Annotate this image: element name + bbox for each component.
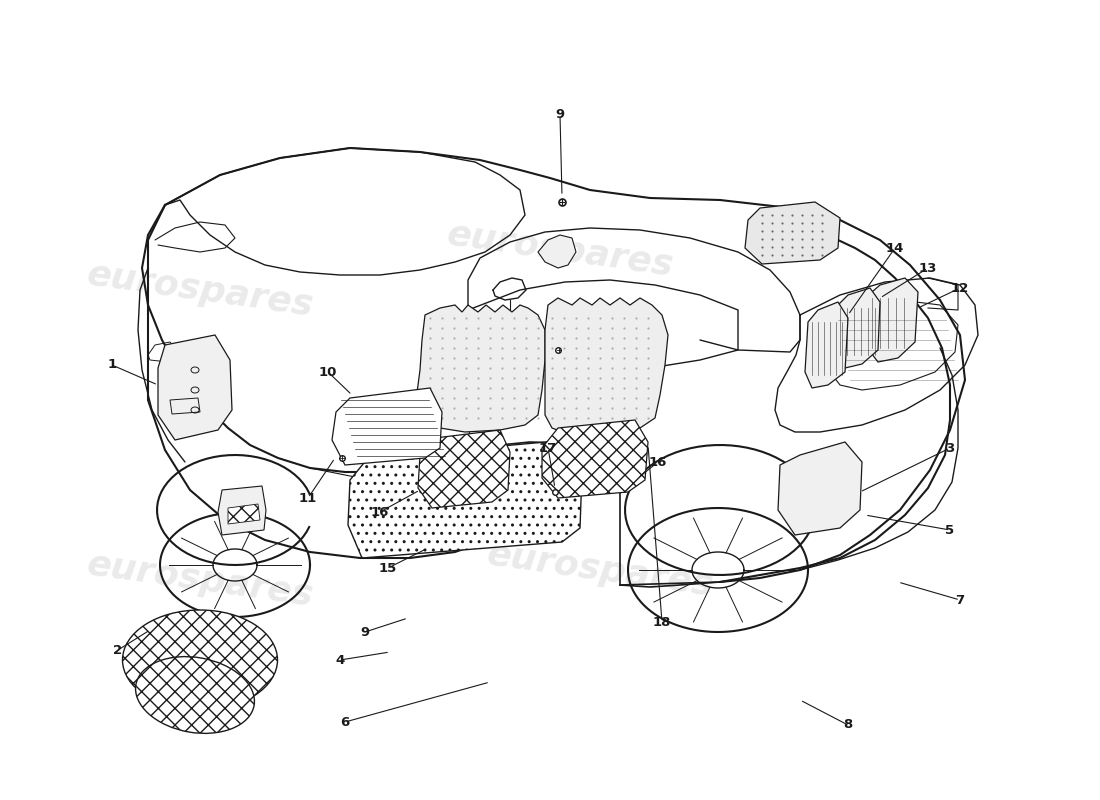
- Ellipse shape: [135, 657, 254, 734]
- Polygon shape: [218, 486, 266, 535]
- Text: 15: 15: [378, 562, 397, 574]
- Text: 12: 12: [950, 282, 969, 294]
- Polygon shape: [415, 305, 544, 432]
- Text: eurospares: eurospares: [85, 258, 316, 322]
- Text: 10: 10: [319, 366, 338, 378]
- Polygon shape: [228, 504, 260, 524]
- Text: 1: 1: [108, 358, 117, 371]
- Text: eurospares: eurospares: [85, 547, 316, 613]
- Text: 5: 5: [945, 523, 955, 537]
- Polygon shape: [778, 442, 862, 535]
- Polygon shape: [835, 288, 880, 368]
- Text: 9: 9: [556, 109, 564, 122]
- Text: 17: 17: [539, 442, 557, 454]
- Polygon shape: [418, 430, 510, 508]
- Text: 6: 6: [340, 715, 350, 729]
- Text: 9: 9: [361, 626, 370, 638]
- Text: 16: 16: [649, 455, 668, 469]
- Text: 13: 13: [918, 262, 937, 274]
- Text: eurospares: eurospares: [444, 218, 675, 282]
- Text: 16: 16: [371, 506, 389, 518]
- Text: 8: 8: [844, 718, 852, 731]
- Polygon shape: [158, 335, 232, 440]
- Polygon shape: [805, 302, 848, 388]
- Polygon shape: [544, 298, 668, 438]
- Text: 11: 11: [299, 491, 317, 505]
- Polygon shape: [348, 440, 582, 558]
- Polygon shape: [332, 388, 442, 465]
- Text: 2: 2: [113, 643, 122, 657]
- Polygon shape: [538, 235, 576, 268]
- Text: eurospares: eurospares: [484, 538, 716, 602]
- Text: 7: 7: [956, 594, 965, 606]
- Text: 18: 18: [652, 615, 671, 629]
- Text: 4: 4: [336, 654, 344, 666]
- Ellipse shape: [122, 610, 277, 710]
- Polygon shape: [865, 278, 918, 362]
- Polygon shape: [542, 420, 648, 498]
- Polygon shape: [745, 202, 840, 264]
- Text: 14: 14: [886, 242, 904, 254]
- Text: 3: 3: [945, 442, 955, 454]
